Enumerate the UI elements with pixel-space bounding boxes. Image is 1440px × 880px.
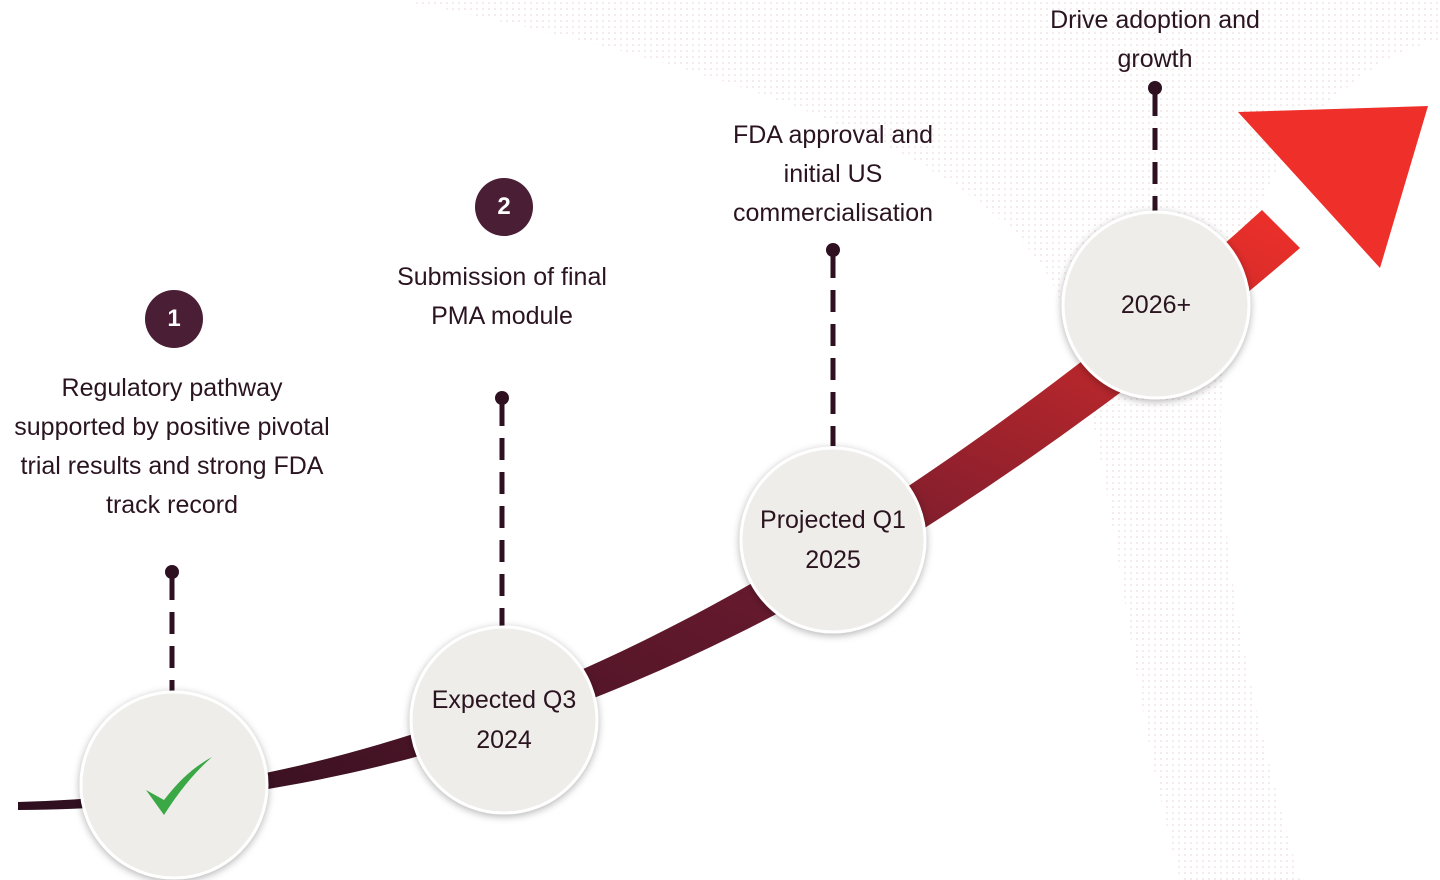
connector-dot — [1148, 81, 1162, 95]
milestone-description: Drive adoption and growth — [1025, 1, 1285, 79]
milestone-description: Submission of final PMA module — [367, 258, 637, 336]
milestone-status: Expected Q3 2024 — [414, 630, 594, 810]
step-badge: 1 — [145, 290, 203, 348]
connector-dot — [165, 565, 179, 579]
connector-dot — [826, 243, 840, 257]
milestone-status: Projected Q1 2025 — [748, 450, 918, 630]
milestone-status: 2026+ — [1066, 215, 1246, 395]
connector-dot — [495, 391, 509, 405]
milestone-description: FDA approval and initial US commercialis… — [703, 116, 963, 233]
milestone-circle — [81, 692, 267, 878]
step-badge: 2 — [475, 178, 533, 236]
page: 1 2 Regulatory pathway supported by posi… — [0, 0, 1440, 880]
milestone-description: Regulatory pathway supported by positive… — [12, 369, 332, 525]
